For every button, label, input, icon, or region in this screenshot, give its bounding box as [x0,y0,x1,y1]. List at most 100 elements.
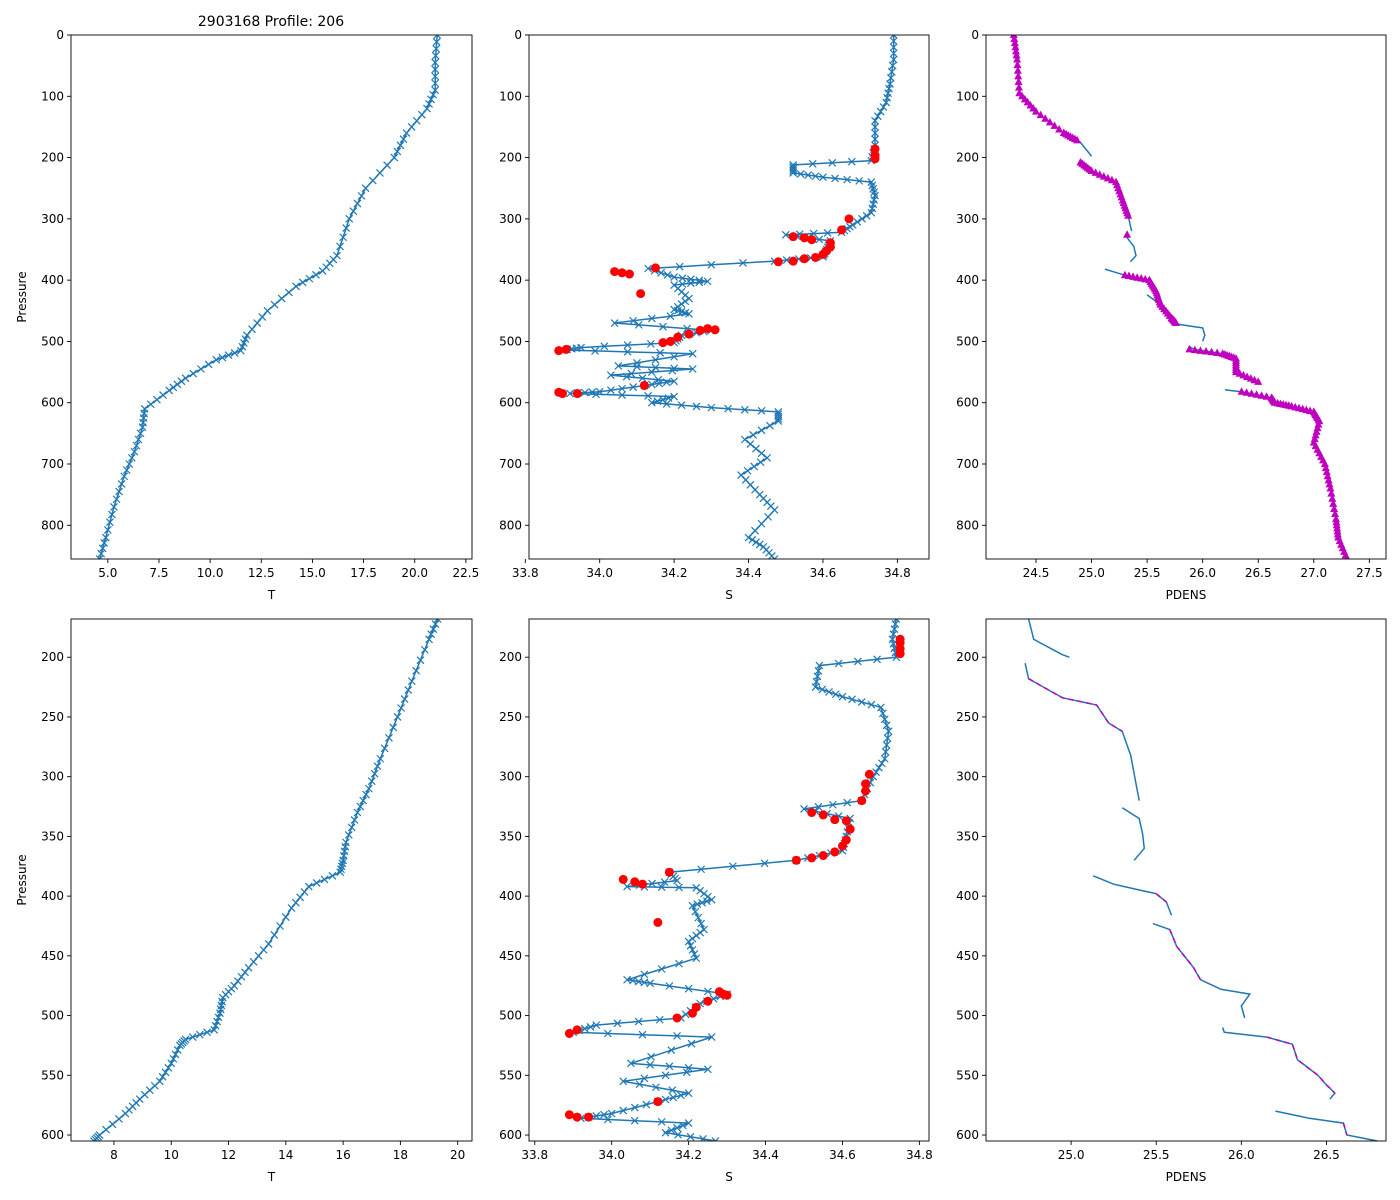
data-point-x [640,1074,649,1083]
data-point-x [657,883,666,892]
plot-area [564,619,905,1141]
x-tick-label: 26.0 [1189,566,1216,580]
data-point-x [203,1028,211,1037]
data-point-x [774,417,783,426]
y-tick-label: 600 [956,396,979,410]
data-point-x [828,158,837,167]
y-tick-label: 250 [499,710,522,724]
data-point-x [707,260,716,269]
y-tick-label: 300 [41,770,64,784]
density-marker [1329,499,1338,507]
data-point-x [656,348,665,357]
data-point-x [212,355,221,364]
data-point-x [693,900,702,909]
data-point-x [847,157,856,166]
flagged-point [788,232,798,242]
y-tick-label: 800 [41,518,64,532]
data-point-x [789,166,798,175]
data-point-x [661,1128,670,1137]
data-point-x [312,879,321,887]
density-marker [1327,489,1336,497]
data-point-x [580,1024,589,1033]
flagged-point [618,874,628,884]
data-point-x [237,972,246,981]
density-marker [1087,166,1096,175]
density-marker [1107,175,1116,184]
data-point-x [362,790,370,799]
y-tick-label: 550 [499,1068,522,1082]
flagged-point [572,1112,582,1122]
data-point-x [647,380,656,389]
x-tick-label: 18 [393,1148,408,1162]
data-point-x [376,168,384,177]
data-point-x [173,380,182,389]
data-point-x [823,229,832,237]
data-point-x [339,856,348,865]
data-point-x [757,449,766,458]
flagged-point [807,235,817,245]
y-tick-label: 500 [499,1009,522,1023]
data-point-x [885,84,893,93]
data-point-x [695,278,704,287]
data-point-x [760,859,769,868]
data-point-x [828,800,837,809]
data-point-x [431,620,440,629]
data-point-x [393,713,402,721]
data-point-x [675,883,683,892]
data-point-x [739,259,747,267]
subplot-top-temperature: 5.0 7.5 10.0 12.5 15.0 17.5 20.0 22.5 0 100 200 300… [15,28,479,602]
data-point-x [296,893,305,902]
flagged-point [818,851,828,861]
data-point-x [688,365,697,373]
y-tick-label: 600 [499,1128,522,1142]
y-tick-label: 600 [41,1128,64,1142]
subplot-bottom-temperature: 8 10 12 14 16 18 20 200 250 300 350 400 450 500 550 600… [15,618,473,1184]
data-point-x [361,184,370,193]
data-point-x [855,176,864,185]
x-tick-label: 8 [110,1148,118,1162]
data-point-x [889,43,898,52]
data-point-x [431,58,440,67]
x-tick-label: 26.5 [1313,1148,1340,1162]
data-point-x [420,645,429,654]
data-point-x [703,277,712,286]
data-point-x [89,1137,98,1141]
x-tick-label: 24.5 [1023,566,1050,580]
data-point-x [393,147,402,156]
y-tick-label: 550 [41,1068,64,1082]
data-point-x [606,386,615,395]
y-tick-label: 350 [41,829,64,843]
y-tick-label: 200 [956,151,979,165]
y-tick-label: 350 [956,829,979,843]
density-segment-0 [1013,35,1093,157]
data-point-x [370,769,379,778]
flagged-point [841,816,851,826]
data-point-x [376,754,385,763]
data-point-x [431,79,440,88]
data-point-x [431,86,440,95]
data-point-x [284,288,293,297]
data-point-x [774,414,783,423]
density-marker [1254,377,1263,385]
y-tick-label: 100 [499,89,522,103]
data-point-x [230,348,239,357]
density-marker [1326,484,1335,492]
data-point-x [692,954,701,963]
flagged-point [624,269,634,279]
data-point-x [690,950,699,958]
density-marker [1332,514,1340,523]
figure-title: 2903168 Profile: 206 [198,14,344,30]
data-point-x [566,389,574,398]
data-point-x [648,879,657,888]
data-point-x [879,103,888,111]
density-marker [1014,77,1023,85]
data-point-x [695,276,704,285]
data-point-x [136,429,145,438]
data-point-x [687,1039,696,1048]
flagged-point [637,879,647,889]
data-point-x [789,168,798,177]
x-tick-label: 25.5 [1143,1148,1170,1162]
data-point-x [640,970,649,979]
density-marker [1333,523,1342,532]
